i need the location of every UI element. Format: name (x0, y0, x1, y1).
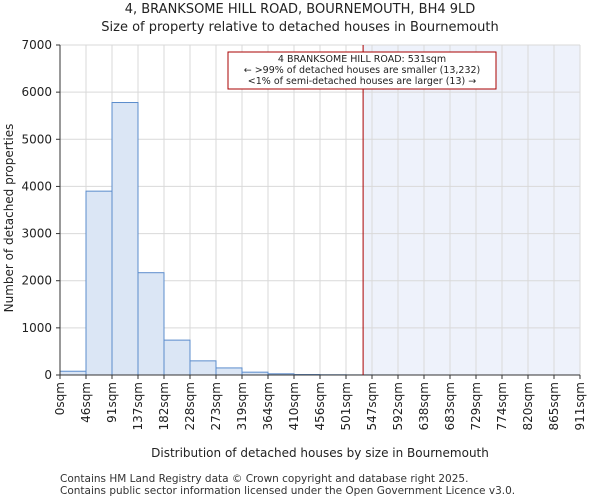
x-tick-label: 638sqm (417, 382, 431, 430)
y-tick-label: 4000 (21, 179, 52, 193)
histogram-bar (215, 367, 243, 376)
histogram-chart: 0 1000 2000 3000 4000 5000 6000 7000 0sqm 46sqm 91… (2, 38, 587, 460)
histogram-bar (111, 102, 139, 376)
x-tick-label: 0sqm (53, 382, 67, 415)
x-tick-label: 364sqm (261, 382, 275, 430)
annotation-line-3: <1% of semi-detached houses are larger (… (248, 76, 476, 87)
y-tick-label: 2000 (21, 274, 52, 288)
x-tick-label: 501sqm (339, 382, 353, 430)
x-tick-label: 547sqm (365, 382, 379, 430)
y-tick-label: 5000 (21, 132, 52, 146)
x-tick-label: 319sqm (235, 382, 249, 430)
x-tick-label: 182sqm (157, 382, 171, 430)
y-tick-label: 0 (44, 368, 52, 382)
annotation-box (227, 51, 497, 90)
annotation-line-2: ← >99% of detached houses are smaller (1… (244, 65, 481, 76)
x-tick-label: 592sqm (391, 382, 405, 430)
histogram-bar (189, 360, 217, 376)
histogram-bar (59, 370, 87, 376)
annotation-line-1: 4 BRANKSOME HILL ROAD: 531sqm (278, 54, 446, 65)
footer-licence: Contains public sector information licen… (60, 485, 516, 497)
y-tick-label: 7000 (21, 38, 52, 52)
histogram-bar (85, 190, 113, 376)
chart-title: 4, BRANKSOME HILL ROAD, BOURNEMOUTH, BH4… (124, 2, 476, 17)
x-tick-label: 91sqm (105, 382, 119, 423)
x-tick-label: 46sqm (79, 382, 93, 423)
y-axis-label: Number of detached properties (2, 124, 16, 313)
x-tick-label: 456sqm (313, 382, 327, 430)
y-tick-label: 3000 (21, 227, 52, 241)
footer-copyright: Contains HM Land Registry data © Crown c… (60, 473, 469, 485)
x-tick-label: 865sqm (547, 382, 561, 430)
chart-subtitle: Size of property relative to detached ho… (101, 20, 499, 35)
x-tick-label: 137sqm (131, 382, 145, 430)
histogram-bar (137, 272, 165, 376)
y-tick-label: 1000 (21, 321, 52, 335)
x-axis-label: Distribution of detached houses by size … (151, 446, 489, 460)
x-tick-label: 774sqm (495, 382, 509, 430)
y-tick-label: 6000 (21, 85, 52, 99)
x-tick-label: 410sqm (287, 382, 301, 430)
x-tick-label: 820sqm (521, 382, 535, 430)
highlight-region (363, 45, 580, 375)
x-tick-label: 228sqm (183, 382, 197, 430)
x-tick-label: 729sqm (469, 382, 483, 430)
histogram-bar (163, 339, 191, 376)
x-tick-label: 683sqm (443, 382, 457, 430)
x-tick-label: 911sqm (573, 382, 587, 430)
x-tick-label: 273sqm (209, 382, 223, 430)
